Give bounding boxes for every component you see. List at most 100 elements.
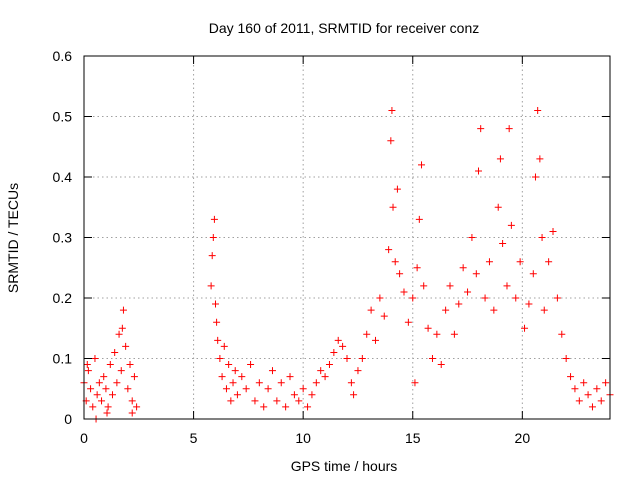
data-point — [558, 330, 566, 338]
data-point — [437, 361, 445, 369]
data-point — [255, 379, 263, 387]
data-point — [391, 258, 399, 266]
data-point — [371, 336, 379, 344]
data-point — [231, 367, 239, 375]
data-point — [115, 330, 123, 338]
y-tick-label: 0.6 — [53, 48, 73, 64]
data-point — [534, 106, 542, 114]
data-point — [130, 373, 138, 381]
data-point — [442, 306, 450, 314]
data-point — [251, 397, 259, 405]
data-point — [212, 300, 219, 308]
data-point — [308, 391, 316, 399]
data-point — [468, 234, 476, 241]
data-point — [108, 391, 116, 399]
data-point — [227, 397, 235, 405]
data-point — [264, 385, 272, 393]
data-point — [268, 367, 276, 375]
data-point — [411, 379, 419, 387]
data-point — [525, 300, 533, 308]
data-point — [413, 264, 421, 272]
data-point — [87, 385, 95, 393]
data-point — [477, 125, 485, 133]
y-tick-label: 0.3 — [53, 230, 73, 246]
data-point — [358, 355, 366, 362]
data-point — [393, 185, 401, 193]
data-point — [472, 270, 480, 278]
data-point — [536, 155, 544, 163]
data-point — [567, 373, 575, 381]
data-point — [446, 282, 454, 290]
data-point — [122, 342, 130, 350]
data-point — [376, 294, 384, 302]
x-tick-label: 5 — [190, 430, 198, 446]
data-point — [282, 403, 290, 411]
data-point — [222, 385, 230, 393]
data-point — [210, 215, 218, 223]
data-point — [208, 252, 216, 260]
data-point — [119, 306, 127, 314]
data-point — [218, 373, 226, 381]
data-point — [133, 403, 141, 411]
data-points — [80, 106, 614, 423]
y-tick-label: 0 — [64, 411, 72, 427]
data-point — [93, 391, 101, 399]
data-point — [400, 288, 408, 296]
y-tick-label: 0.5 — [53, 109, 73, 125]
data-point — [549, 227, 557, 235]
data-point — [304, 403, 312, 411]
data-point — [494, 203, 502, 211]
data-point — [529, 270, 537, 278]
data-point — [207, 282, 215, 290]
data-point — [89, 403, 97, 411]
data-point — [299, 385, 307, 393]
data-point — [389, 203, 397, 211]
data-point — [98, 397, 106, 405]
data-point — [512, 294, 520, 302]
data-point — [459, 264, 467, 272]
data-point — [247, 361, 255, 369]
data-point — [385, 246, 393, 254]
data-point — [242, 385, 250, 393]
data-point — [507, 221, 515, 229]
data-point — [225, 361, 233, 369]
data-point — [126, 361, 134, 369]
data-point — [418, 161, 426, 169]
y-tick-label: 0.1 — [53, 351, 73, 367]
data-point — [485, 258, 493, 266]
data-point — [499, 240, 507, 248]
x-axis-label: GPS time / hours — [291, 458, 398, 474]
data-point — [347, 379, 355, 387]
data-point — [503, 282, 511, 290]
data-point — [380, 312, 388, 320]
data-point — [103, 409, 111, 417]
x-tick-label: 20 — [515, 430, 531, 446]
y-tick-label: 0.4 — [53, 169, 73, 185]
data-point — [100, 373, 108, 381]
data-point — [128, 409, 136, 417]
data-point — [104, 403, 112, 411]
data-point — [593, 385, 601, 393]
data-point — [334, 336, 342, 344]
data-point — [330, 348, 338, 356]
data-point — [367, 306, 375, 314]
data-point — [531, 173, 539, 181]
chart-title: Day 160 of 2011, SRMTID for receiver con… — [209, 20, 480, 36]
data-point — [209, 234, 217, 241]
data-point — [455, 300, 463, 308]
data-point — [496, 155, 504, 163]
data-point — [214, 336, 222, 344]
data-point — [213, 318, 221, 326]
data-point — [475, 167, 482, 175]
data-point — [545, 258, 553, 266]
data-point — [433, 330, 441, 338]
data-point — [229, 379, 237, 387]
data-point — [84, 367, 92, 375]
data-point — [396, 270, 404, 278]
data-point — [490, 306, 498, 314]
axis-ticks: 0 0.1 0.2 0.3 0.4 0.5 0.6 0 5 10 15 20 — [53, 48, 610, 446]
data-point — [312, 379, 320, 387]
data-point — [354, 367, 362, 375]
data-point — [387, 137, 395, 145]
